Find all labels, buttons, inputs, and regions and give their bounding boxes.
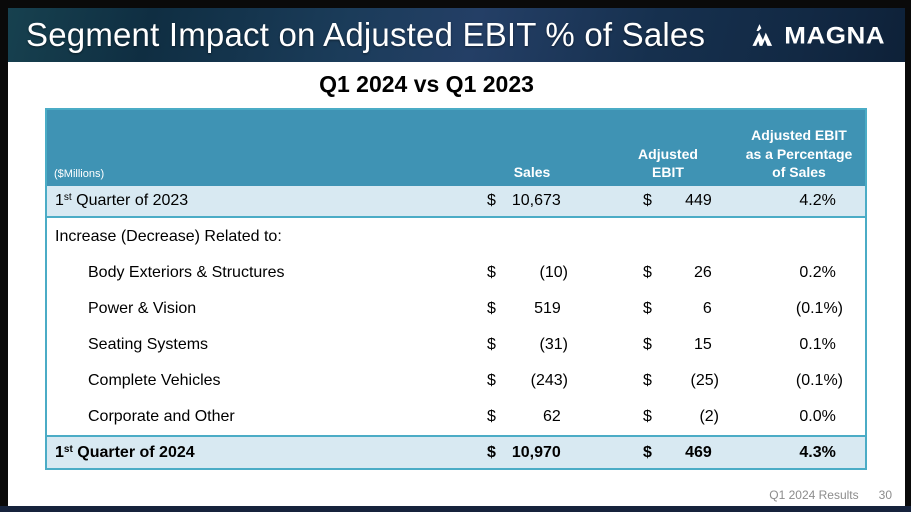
pct-value: 0.1% [799,336,836,353]
page-number: 30 [878,488,892,502]
row-label: Corporate and Other [88,408,235,425]
sales-value: 519 [534,300,561,317]
magna-logo: MAGNA [752,8,885,62]
ebit-dollar-sign: $ [643,443,652,461]
ebit-value: 26 [694,264,712,281]
ebit-value: 6 [702,300,712,317]
pct-value: 4.3% [799,443,836,461]
title-bar: Segment Impact on Adjusted EBIT % of Sal… [8,8,905,62]
ebit-value: (2) [699,408,719,425]
row-label: 1st Quarter of 2023 [55,192,189,209]
table-row-complete-vehicles: Complete Vehicles $ (243) $ (25) (0.1%) [47,363,865,399]
column-header-ebit-pct-of-sales: Adjusted EBIT as a Percentage of Sales [745,127,853,180]
sales-dollar-sign: $ [487,192,496,209]
sales-dollar-sign: $ [487,443,496,461]
sales-value: (10) [539,264,568,281]
sales-dollar-sign: $ [487,408,496,425]
pct-value: (0.1%) [795,300,843,317]
footer-label: Q1 2024 Results [769,488,859,502]
ebit-value: 15 [694,336,712,353]
sales-value: (243) [530,372,568,389]
column-header-adjusted-ebit: Adjusted EBIT [638,145,698,180]
sales-dollar-sign: $ [487,372,496,389]
table-row-q1-2023: 1st Quarter of 2023 $ 10,673 $ 449 4.2% [47,186,865,218]
row-label: Complete Vehicles [88,372,221,389]
table-row-corporate-other: Corporate and Other $ 62 $ (2) 0.0% [47,399,865,435]
ebit-dollar-sign: $ [643,264,652,281]
segment-impact-table: ($Millions) Sales Adjusted EBIT Adjusted… [45,108,867,470]
slide-subtitle: Q1 2024 vs Q1 2023 [319,71,534,97]
row-label: 1st Quarter of 2024 [55,443,195,461]
ebit-value: 449 [685,192,712,209]
pct-value: (0.1%) [795,372,843,389]
row-label: Increase (Decrease) Related to: [55,227,282,245]
sales-dollar-sign: $ [487,336,496,353]
sales-dollar-sign: $ [487,264,496,281]
pct-value: 0.2% [799,264,836,281]
ebit-dollar-sign: $ [643,300,652,317]
row-label: Seating Systems [88,336,209,353]
bottom-accent-bar [0,506,911,512]
ebit-dollar-sign: $ [643,408,652,425]
row-label: Power & Vision [88,300,197,317]
sales-value: 62 [543,408,561,425]
ebit-dollar-sign: $ [643,372,652,389]
sales-dollar-sign: $ [487,300,496,317]
page-title: Segment Impact on Adjusted EBIT % of Sal… [26,16,706,53]
ebit-dollar-sign: $ [643,192,652,209]
slide-footer: Q1 2024 Results 30 [769,488,892,502]
sales-value: 10,970 [511,443,561,461]
ebit-dollar-sign: $ [643,336,652,353]
table-row-power-vision: Power & Vision $ 519 $ 6 (0.1%) [47,291,865,327]
table-row-section-header: Increase (Decrease) Related to: [47,218,865,255]
sales-value: 10,673 [511,192,561,209]
magna-mountain-icon [752,23,778,47]
table-row-body-exteriors: Body Exteriors & Structures $ (10) $ 26 … [47,255,865,291]
ebit-value: 469 [685,443,712,461]
sales-value: (31) [539,336,568,353]
units-label: ($Millions) [54,168,105,180]
column-header-sales: Sales [513,163,551,180]
pct-value: 0.0% [799,408,836,425]
table-row-seating-systems: Seating Systems $ (31) $ 15 0.1% [47,327,865,363]
table-row-q1-2024: 1st Quarter of 2024 $ 10,970 $ 469 4.3% [47,435,865,468]
ebit-value: (25) [690,372,719,389]
row-label: Body Exteriors & Structures [88,264,285,281]
magna-wordmark: MAGNA [784,20,885,49]
table-header: ($Millions) Sales Adjusted EBIT Adjusted… [47,110,865,186]
slide-canvas: Segment Impact on Adjusted EBIT % of Sal… [8,8,905,512]
pct-value: 4.2% [799,192,836,209]
